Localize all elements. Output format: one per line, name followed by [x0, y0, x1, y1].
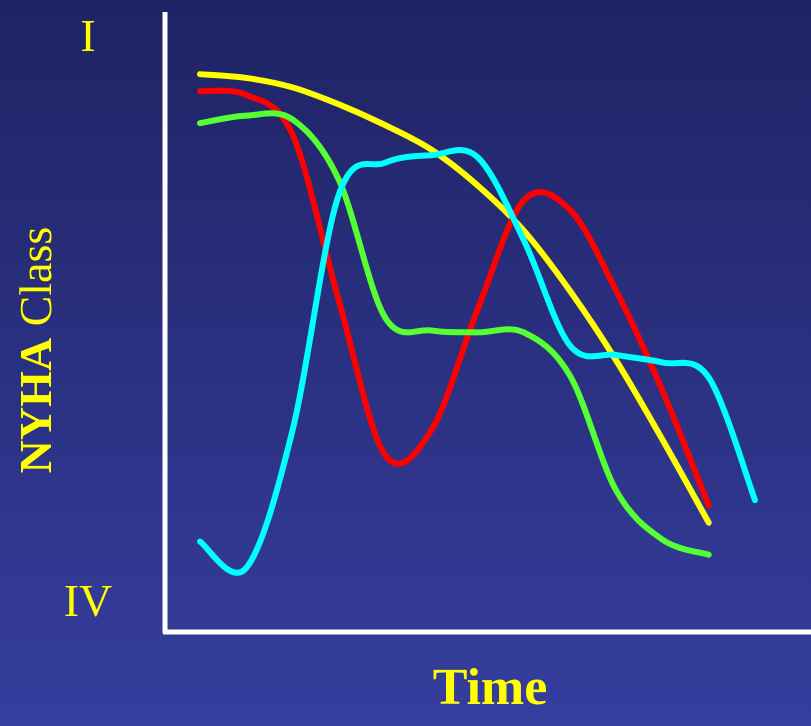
y-axis-label: NYHA Class — [10, 227, 61, 474]
line-series — [197, 87, 712, 509]
line-series — [197, 71, 712, 526]
y-tick-label: IV — [64, 575, 113, 626]
line-series — [197, 110, 712, 558]
y-tick-label: I — [80, 10, 95, 61]
y-axis-label-part: Class — [10, 227, 61, 327]
x-axis-label: Time — [433, 659, 548, 716]
line-series — [197, 147, 758, 576]
y-axis-label-part: NYHA — [10, 338, 61, 473]
